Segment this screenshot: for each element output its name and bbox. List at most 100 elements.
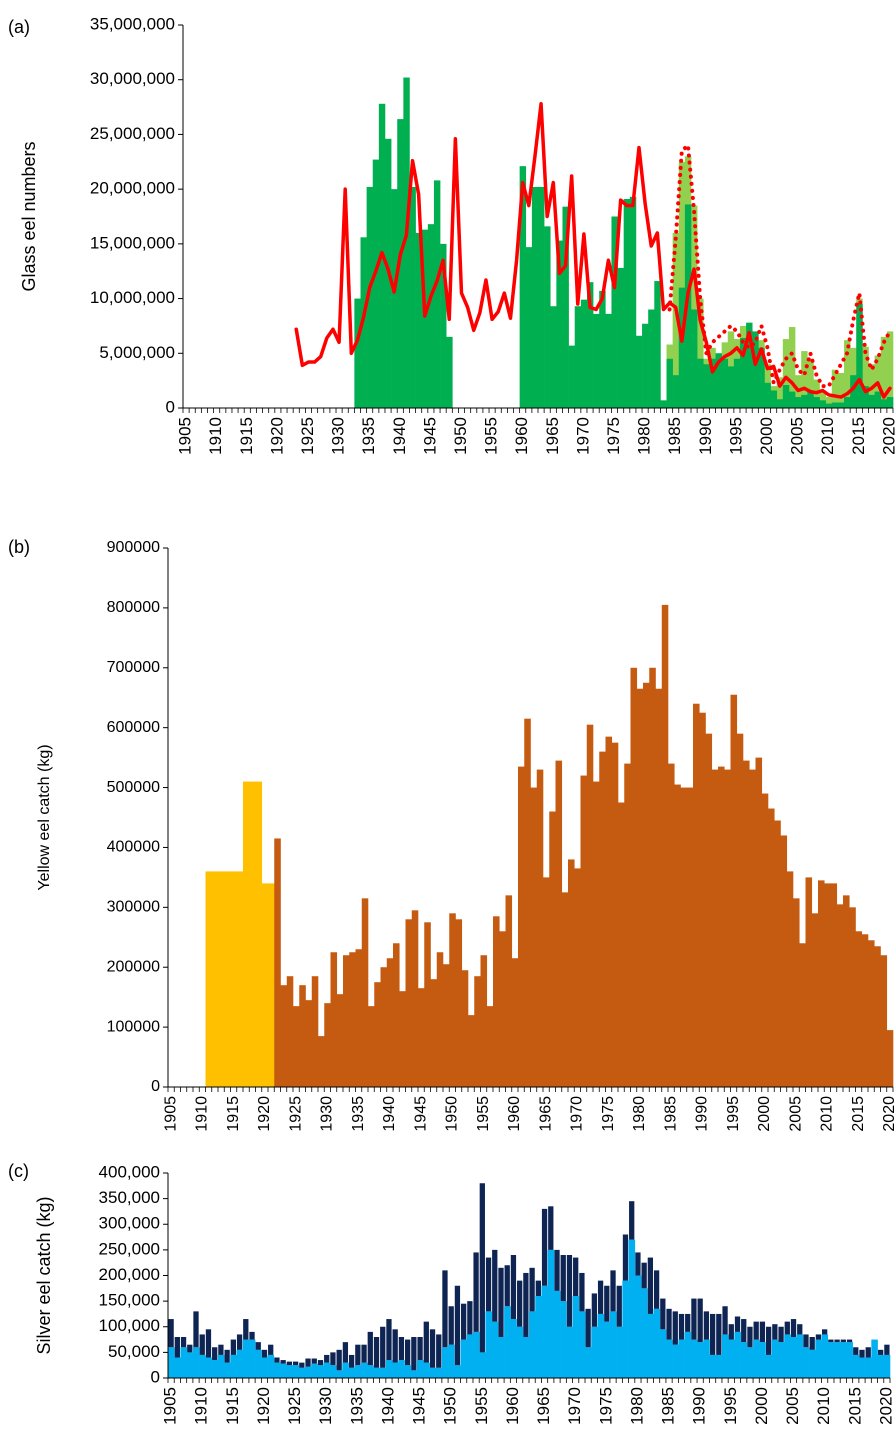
bar xyxy=(497,1337,505,1378)
bar xyxy=(549,811,556,1087)
bar xyxy=(574,868,581,1087)
bar xyxy=(734,1331,741,1378)
bar xyxy=(268,883,275,1087)
bar xyxy=(691,309,698,408)
bar xyxy=(862,346,869,408)
bar xyxy=(455,919,463,1087)
bar xyxy=(834,1339,840,1343)
bar xyxy=(380,967,388,1087)
bar xyxy=(268,1344,274,1355)
bar xyxy=(753,1339,760,1378)
bar xyxy=(361,898,369,1087)
bar xyxy=(211,1360,219,1378)
bar xyxy=(591,1326,598,1378)
bar xyxy=(299,1362,305,1368)
x-tick-label: 1970 xyxy=(573,417,592,455)
x-tick-label: 1945 xyxy=(412,1096,429,1132)
bar xyxy=(840,1342,847,1378)
bar xyxy=(803,1334,809,1348)
bar xyxy=(255,1349,262,1378)
bar xyxy=(654,281,661,408)
bar xyxy=(248,1339,256,1378)
bar xyxy=(678,1313,685,1340)
bar xyxy=(715,353,722,408)
x-tick-label: 1980 xyxy=(635,417,654,455)
panel-label: (b) xyxy=(8,537,30,557)
bar xyxy=(788,327,796,408)
bar xyxy=(686,787,694,1087)
bar xyxy=(599,751,606,1087)
bar xyxy=(668,763,675,1087)
y-axis-label: Silver eel catch (kg) xyxy=(34,1196,54,1354)
y-tick-label: 200,000 xyxy=(99,1265,160,1284)
bar xyxy=(611,742,619,1087)
bar xyxy=(622,1234,629,1281)
bar xyxy=(217,1354,225,1378)
bar xyxy=(454,1285,461,1366)
bar xyxy=(236,871,244,1087)
bar xyxy=(516,1326,524,1378)
bar xyxy=(653,1270,660,1309)
bar xyxy=(293,1006,300,1087)
bar xyxy=(721,358,729,408)
bar xyxy=(562,206,569,408)
bar xyxy=(427,224,435,408)
bar xyxy=(868,394,875,408)
x-tick-label: 1920 xyxy=(267,417,286,455)
bar xyxy=(519,166,527,408)
bar xyxy=(423,1362,430,1378)
y-tick-label: 25,000,000 xyxy=(90,124,175,143)
bar xyxy=(355,1344,361,1366)
bar xyxy=(417,1337,423,1361)
bar xyxy=(292,1361,299,1366)
bar xyxy=(398,1337,405,1361)
bar xyxy=(273,1362,281,1378)
bar xyxy=(778,1326,784,1343)
bar xyxy=(324,1003,331,1087)
bar xyxy=(466,1334,474,1378)
bar xyxy=(492,1249,498,1322)
y-tick-label: 600000 xyxy=(107,719,160,736)
bar xyxy=(317,1360,324,1366)
y-tick-label: 150,000 xyxy=(99,1291,160,1310)
bar xyxy=(323,1362,331,1378)
panel-label: (c) xyxy=(8,1161,29,1181)
bar xyxy=(518,766,525,1087)
bar xyxy=(421,229,429,408)
bar xyxy=(796,1334,804,1378)
bar xyxy=(224,1349,230,1363)
bar xyxy=(236,1334,243,1350)
x-tick-label: 2000 xyxy=(752,1387,771,1425)
y-tick-label: 500000 xyxy=(107,779,160,796)
bar xyxy=(573,1257,579,1296)
bar xyxy=(168,1347,175,1378)
bar xyxy=(218,871,225,1087)
bar xyxy=(661,604,669,1087)
bar xyxy=(448,1306,454,1345)
bar xyxy=(697,1342,704,1378)
y-tick-label: 900000 xyxy=(107,539,160,556)
bar xyxy=(474,976,481,1087)
bar xyxy=(523,1272,529,1337)
bar xyxy=(568,859,575,1087)
x-tick-label: 2020 xyxy=(879,417,896,455)
x-tick-label: 1925 xyxy=(298,417,317,455)
bar xyxy=(441,1347,449,1378)
y-tick-label: 5,000,000 xyxy=(99,343,175,362)
bar xyxy=(850,375,857,408)
bar xyxy=(442,1270,448,1348)
bar xyxy=(693,703,700,1087)
bar xyxy=(550,306,557,408)
bar xyxy=(443,964,450,1087)
bar xyxy=(522,1337,530,1378)
y-tick-label: 400000 xyxy=(107,839,160,856)
bar xyxy=(249,1331,255,1340)
bar xyxy=(616,1326,623,1378)
bar xyxy=(709,1313,716,1355)
x-tick-label: 1930 xyxy=(319,1096,336,1132)
bar xyxy=(586,282,594,408)
y-axis-label: Glass eel numbers xyxy=(19,141,39,291)
bar xyxy=(788,391,796,408)
bar xyxy=(807,391,814,408)
